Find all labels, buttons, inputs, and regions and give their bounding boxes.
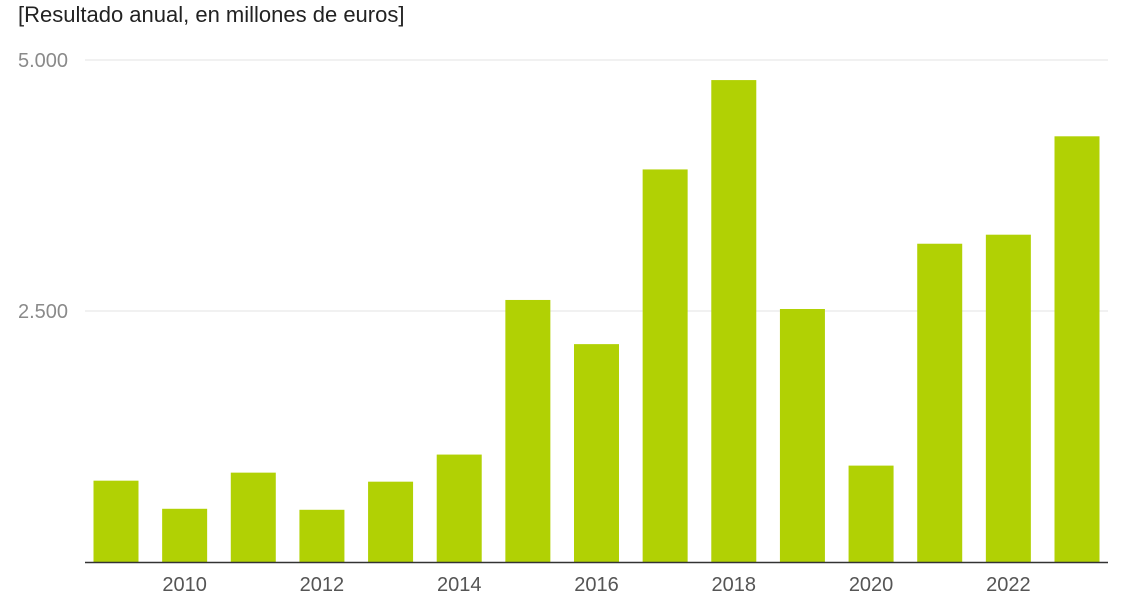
bars: [93, 80, 1100, 563]
x-tick-label: 2020: [849, 574, 894, 591]
x-axis: 2010 2012 2014 2016 2018 2020 2022: [85, 561, 1108, 591]
x-tick-label: 2016: [574, 574, 619, 591]
bar-2012: [299, 509, 345, 562]
bar-2019: [779, 308, 825, 562]
y-tick-label: 2.500: [18, 301, 68, 323]
bar-2013: [368, 481, 414, 562]
chart-subtitle: [Resultado anual, en millones de euros]: [18, 2, 405, 27]
bar-2010: [162, 508, 208, 562]
bar-2014: [436, 454, 482, 562]
bar-2016: [574, 344, 619, 562]
bar-2017: [642, 169, 688, 562]
bar-2009: [93, 480, 139, 562]
bar-2021: [917, 243, 963, 562]
x-tick-label: 2012: [300, 574, 345, 591]
bar-2020: [848, 465, 894, 562]
bar-2023: [1054, 136, 1100, 562]
x-tick-label: 2022: [986, 574, 1031, 591]
bar-2018: [711, 80, 757, 562]
bar-2022: [985, 234, 1031, 563]
bar-2015: [505, 299, 551, 562]
x-tick-label: 2010: [162, 574, 207, 591]
x-tick-label: 2018: [712, 574, 757, 591]
bar-2011: [230, 472, 276, 562]
x-tick-label: 2014: [437, 574, 482, 591]
y-tick-label: 5.000: [18, 50, 68, 72]
